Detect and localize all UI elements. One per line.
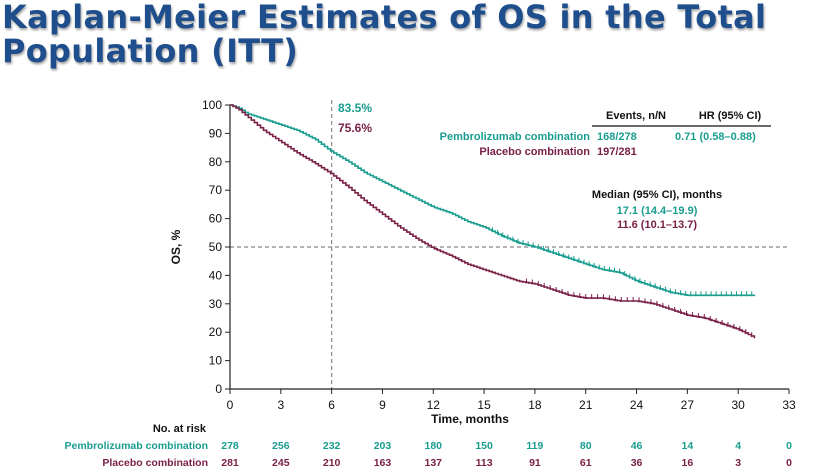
y-tick-label: 0	[215, 382, 222, 396]
at-risk-value-pembro: 80	[580, 440, 592, 452]
series-line-placebo	[230, 104, 756, 339]
x-tick-label: 27	[681, 398, 695, 412]
at-risk-value-pembro: 180	[425, 440, 443, 452]
x-tick-label: 0	[227, 398, 234, 412]
at-risk-row-label-placebo: Placebo combination	[102, 457, 208, 469]
at-risk-value-placebo: 113	[476, 457, 493, 469]
y-tick-label: 80	[209, 155, 223, 169]
x-tick-label: 21	[579, 398, 593, 412]
at-risk-value-pembro: 46	[631, 440, 643, 452]
landmark-label-placebo: 75.6%	[338, 121, 372, 135]
page-title-line-1: Kaplan-Meier Estimates of OS in the Tota…	[2, 0, 767, 36]
y-tick-label: 100	[202, 98, 222, 112]
y-tick-label: 60	[209, 212, 223, 226]
at-risk-row-label-pembro: Pembrolizumab combination	[64, 440, 208, 452]
y-tick-label: 50	[209, 240, 223, 254]
at-risk-value-pembro: 203	[374, 440, 392, 452]
y-tick-label: 70	[209, 183, 223, 197]
at-risk-value-pembro: 232	[323, 440, 341, 452]
median-header: Median (95% CI), months	[592, 189, 722, 201]
at-risk-value-pembro: 256	[272, 440, 290, 452]
y-tick-label: 90	[209, 126, 223, 140]
at-risk-value-pembro: 14	[682, 440, 694, 452]
at-risk-title: No. at risk	[153, 423, 207, 435]
series-line-pembro	[230, 104, 756, 297]
legend-row-label-pembro: Pembrolizumab combination	[440, 131, 591, 143]
landmark-label-pembro: 83.5%	[338, 101, 372, 115]
at-risk-value-pembro: 4	[735, 440, 741, 452]
y-tick-label: 40	[209, 268, 223, 282]
legend-row-events-pembro: 168/278	[597, 131, 637, 143]
y-tick-label: 20	[209, 325, 223, 339]
x-tick-label: 30	[732, 398, 746, 412]
legend-row-events-placebo: 197/281	[597, 146, 637, 158]
x-tick-label: 24	[630, 398, 644, 412]
legend-header-events: Events, n/N	[606, 110, 666, 122]
at-risk-value-pembro: 278	[221, 440, 239, 452]
y-axis-title: OS, %	[169, 229, 183, 264]
median-value-pembro: 17.1 (14.4–19.9)	[617, 205, 698, 217]
legend-row-label-placebo: Placebo combination	[479, 146, 590, 158]
at-risk-value-placebo: 210	[323, 457, 341, 469]
at-risk-value-placebo: 163	[374, 457, 392, 469]
at-risk-value-placebo: 36	[631, 457, 643, 469]
y-tick-label: 30	[209, 297, 223, 311]
at-risk-value-placebo: 245	[272, 457, 290, 469]
x-tick-label: 3	[277, 398, 284, 412]
x-tick-label: 9	[379, 398, 386, 412]
at-risk-value-placebo: 281	[221, 457, 239, 469]
at-risk-value-pembro: 0	[786, 440, 792, 452]
at-risk-value-placebo: 61	[580, 457, 592, 469]
at-risk-value-pembro: 150	[475, 440, 493, 452]
at-risk-value-placebo: 0	[786, 457, 792, 469]
median-value-placebo: 11.6 (10.1–13.7)	[617, 219, 697, 231]
at-risk-value-pembro: 119	[526, 440, 543, 452]
page-title-line-2: Population (ITT)	[2, 32, 299, 70]
at-risk-value-placebo: 91	[529, 457, 541, 469]
at-risk-value-placebo: 3	[735, 457, 741, 469]
x-tick-label: 15	[477, 398, 491, 412]
x-tick-label: 33	[782, 398, 796, 412]
x-tick-label: 18	[528, 398, 542, 412]
x-axis-title: Time, months	[431, 412, 509, 426]
legend-row-hr-pembro: 0.71 (0.58–0.88)	[675, 131, 756, 143]
x-tick-label: 6	[328, 398, 335, 412]
y-tick-label: 10	[209, 354, 223, 368]
page-title: Kaplan-Meier Estimates of OS in the Tota…	[2, 0, 766, 68]
x-tick-label: 12	[427, 398, 441, 412]
legend-header-hr: HR (95% CI)	[699, 110, 762, 122]
at-risk-value-placebo: 137	[425, 457, 443, 469]
at-risk-value-placebo: 16	[682, 457, 694, 469]
